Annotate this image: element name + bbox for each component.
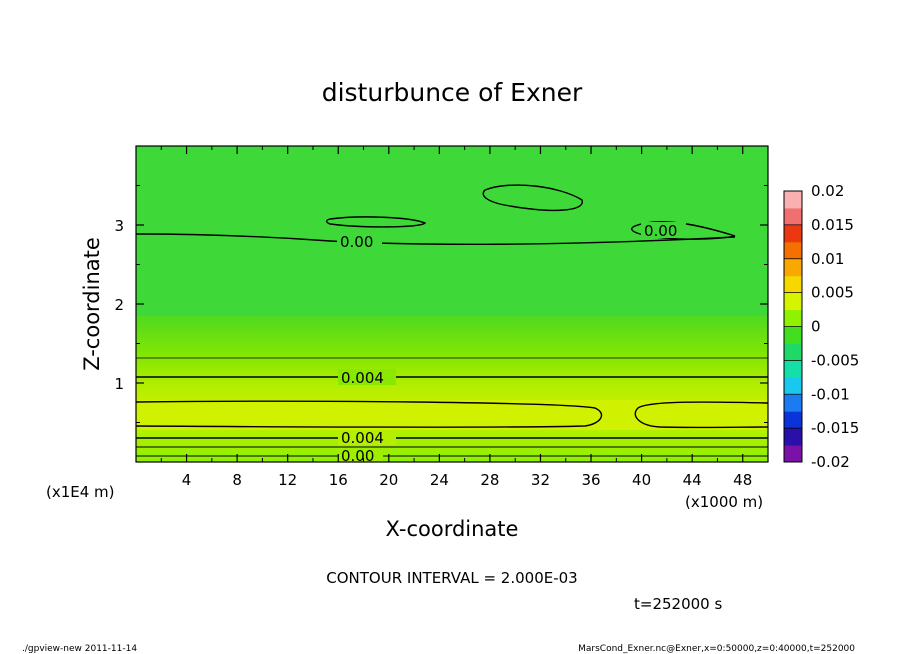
colorbar-segment	[784, 207, 802, 226]
contour-eddy-top	[482, 184, 583, 212]
y-unit-label: (x1E4 m)	[46, 483, 115, 501]
colorbar-segment	[784, 309, 802, 327]
colorbar-tick-label: 0.015	[811, 216, 854, 234]
colorbar-segment	[784, 428, 802, 446]
x-tick-label: 20	[379, 471, 398, 489]
x-tick-label: 44	[683, 471, 702, 489]
time-label: t=252000 s	[634, 595, 722, 613]
contour-eddy-small	[325, 216, 427, 228]
colorbar-tick-label: 0.02	[811, 182, 844, 200]
contour-lines	[135, 184, 769, 457]
colorbar-segment	[784, 445, 802, 463]
colorbar-segment	[784, 275, 802, 294]
contour-label: 0.00	[341, 447, 374, 465]
colorbar-segment	[784, 394, 802, 412]
y-tick-label: 3	[114, 217, 124, 235]
contour-interval-text: CONTOUR INTERVAL = 2.000E-03	[326, 569, 577, 587]
footer-right: MarsCond_Exner.nc@Exner,x=0:50000,z=0:40…	[578, 644, 855, 654]
x-tick-label: 36	[581, 471, 600, 489]
colorbar-tick-label: -0.015	[811, 419, 859, 437]
colorbar-segment	[784, 224, 802, 243]
colorbar-segment	[784, 377, 802, 395]
colorbar-segment	[784, 343, 802, 361]
colorbar-segment	[784, 292, 802, 311]
contour-pos-right	[634, 401, 769, 429]
x-tick-label: 40	[632, 471, 651, 489]
y-tick-label: 2	[114, 296, 124, 314]
x-axis: 4 8 12 16 20 24 28 32 36 40 44 48	[160, 146, 752, 489]
x-tick-label: 32	[531, 471, 550, 489]
colorbar-segment	[784, 241, 802, 260]
colorbar-tick-label: 0.005	[811, 284, 854, 302]
colorbar-tick-label: 0	[811, 318, 821, 336]
y-tick-label: 1	[114, 375, 124, 393]
colorbar-segment	[784, 258, 802, 277]
contour-label: 0.004	[341, 429, 384, 447]
x-tick-label: 28	[480, 471, 499, 489]
colorbar-tick-label: -0.005	[811, 351, 859, 369]
x-tick-label: 4	[182, 471, 192, 489]
x-tick-label: 16	[329, 471, 348, 489]
colorbar-segment	[784, 411, 802, 429]
x-axis-title: X-coordinate	[386, 517, 519, 541]
x-tick-label: 8	[232, 471, 242, 489]
contour-label: 0.00	[340, 233, 373, 251]
colorbar-tick-label: -0.02	[811, 453, 850, 471]
y-axis-title: Z-coordinate	[80, 237, 104, 371]
chart-title: disturbunce of Exner	[322, 78, 583, 107]
contour-label: 0.00	[644, 222, 677, 240]
x-tick-label: 12	[278, 471, 297, 489]
colorbar-segment	[784, 360, 802, 378]
x-tick-label: 48	[733, 471, 752, 489]
contour-pos-left	[135, 400, 603, 428]
high-band	[136, 400, 768, 430]
x-unit-label: (x1000 m)	[685, 493, 763, 511]
colorbar-segment	[784, 326, 802, 344]
contour-label: 0.004	[341, 369, 384, 387]
x-tick-label: 24	[430, 471, 449, 489]
colorbar-tick-label: 0.01	[811, 250, 844, 268]
colorbar-tick-label: -0.01	[811, 385, 850, 403]
colorbar: 0.02 0.015 0.01 0.005 0 -0.005 -0.01 -0.015 -0.0…	[783, 182, 859, 471]
contour-label-group: 0.00 0.00 0.004 0.004 0.00	[337, 222, 686, 465]
y-axis: 1 2 3	[114, 185, 768, 423]
footer-left: ./gpview-new 2011-11-14	[22, 644, 137, 654]
colorbar-segment	[784, 191, 802, 209]
